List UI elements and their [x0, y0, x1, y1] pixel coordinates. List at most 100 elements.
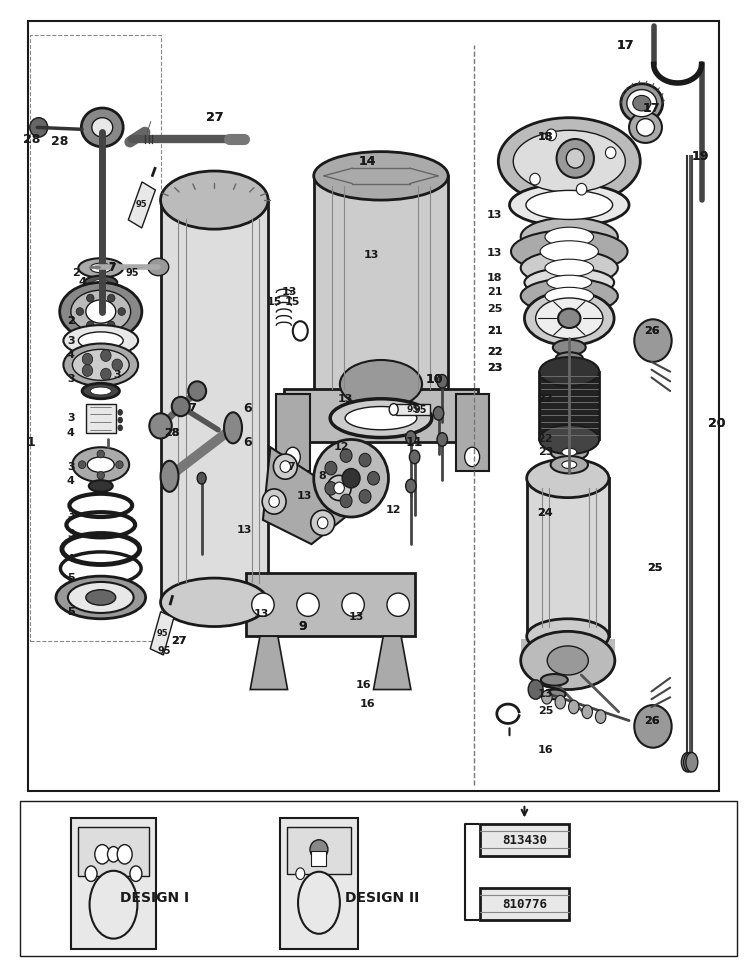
Ellipse shape: [437, 433, 448, 446]
Ellipse shape: [556, 139, 594, 178]
Text: 6: 6: [244, 402, 252, 415]
Ellipse shape: [298, 872, 340, 934]
Polygon shape: [128, 182, 155, 228]
Text: 13: 13: [296, 491, 312, 501]
Text: 13: 13: [487, 210, 502, 220]
Bar: [280, 818, 358, 949]
Text: 13: 13: [538, 689, 553, 700]
Text: 95: 95: [413, 405, 427, 415]
Ellipse shape: [340, 449, 352, 463]
Ellipse shape: [359, 453, 371, 467]
Ellipse shape: [627, 89, 657, 117]
Ellipse shape: [68, 582, 134, 613]
Ellipse shape: [118, 425, 122, 431]
Bar: [314, 176, 448, 399]
Ellipse shape: [520, 279, 618, 314]
Ellipse shape: [686, 752, 698, 772]
Ellipse shape: [340, 494, 352, 507]
Text: 21: 21: [487, 326, 502, 336]
Text: 1: 1: [27, 435, 36, 449]
Ellipse shape: [387, 593, 410, 616]
Ellipse shape: [90, 263, 111, 273]
Text: 13: 13: [281, 287, 297, 297]
Ellipse shape: [197, 472, 206, 484]
Ellipse shape: [160, 461, 178, 492]
Text: 20: 20: [709, 416, 726, 430]
Bar: [30, 35, 160, 642]
Text: 15: 15: [285, 296, 301, 307]
Bar: [78, 827, 149, 876]
Ellipse shape: [520, 218, 618, 257]
Ellipse shape: [526, 459, 609, 498]
Text: 4: 4: [67, 476, 75, 486]
Ellipse shape: [252, 593, 274, 616]
Text: 28: 28: [164, 428, 179, 437]
Text: 7: 7: [109, 262, 115, 272]
Text: 2: 2: [72, 267, 80, 278]
Text: 16: 16: [360, 699, 375, 710]
Ellipse shape: [92, 118, 112, 137]
Ellipse shape: [562, 448, 577, 456]
Ellipse shape: [536, 298, 603, 338]
Ellipse shape: [568, 700, 579, 713]
Ellipse shape: [72, 349, 129, 380]
Text: 6: 6: [244, 435, 252, 449]
Text: 3: 3: [67, 462, 75, 471]
Ellipse shape: [524, 268, 614, 297]
Ellipse shape: [545, 227, 593, 247]
Text: 25: 25: [538, 706, 553, 715]
Ellipse shape: [64, 325, 138, 356]
Text: 12: 12: [334, 442, 349, 452]
Ellipse shape: [296, 868, 304, 880]
Ellipse shape: [188, 381, 206, 400]
Ellipse shape: [681, 752, 693, 772]
Ellipse shape: [540, 241, 598, 262]
Text: 23: 23: [538, 447, 553, 457]
Ellipse shape: [314, 152, 448, 200]
Ellipse shape: [100, 350, 111, 362]
Text: 7: 7: [287, 462, 296, 471]
Text: 17: 17: [616, 39, 634, 52]
Text: 26: 26: [644, 715, 659, 725]
Ellipse shape: [112, 359, 122, 370]
Text: 15: 15: [266, 296, 282, 307]
Ellipse shape: [325, 462, 337, 475]
Text: 813430: 813430: [502, 834, 547, 848]
Ellipse shape: [64, 343, 138, 386]
Text: 95: 95: [136, 200, 148, 209]
Text: 13: 13: [487, 249, 502, 259]
Bar: [526, 478, 609, 637]
Ellipse shape: [100, 368, 111, 380]
Bar: [539, 371, 599, 439]
Text: 3: 3: [67, 374, 75, 384]
Text: 7: 7: [188, 403, 196, 413]
Ellipse shape: [330, 399, 432, 437]
Ellipse shape: [130, 866, 142, 882]
Ellipse shape: [368, 471, 380, 485]
Text: 25: 25: [647, 564, 663, 573]
Ellipse shape: [548, 646, 588, 675]
Ellipse shape: [327, 475, 351, 501]
Ellipse shape: [56, 576, 146, 619]
Ellipse shape: [148, 259, 169, 276]
Ellipse shape: [60, 283, 142, 340]
Ellipse shape: [87, 457, 114, 472]
Text: 17: 17: [643, 101, 660, 115]
Ellipse shape: [78, 331, 123, 349]
Ellipse shape: [160, 578, 268, 627]
Bar: [160, 200, 268, 603]
Ellipse shape: [117, 845, 132, 864]
Ellipse shape: [683, 752, 695, 772]
Ellipse shape: [292, 321, 308, 340]
Ellipse shape: [634, 319, 672, 362]
Ellipse shape: [543, 689, 566, 699]
Ellipse shape: [340, 360, 422, 408]
Text: 17: 17: [616, 39, 634, 52]
Text: 7: 7: [188, 403, 196, 413]
Ellipse shape: [553, 339, 586, 355]
Ellipse shape: [90, 387, 111, 395]
Bar: [396, 403, 430, 415]
Ellipse shape: [149, 413, 172, 438]
Bar: [284, 389, 478, 442]
Text: 26: 26: [644, 326, 659, 336]
